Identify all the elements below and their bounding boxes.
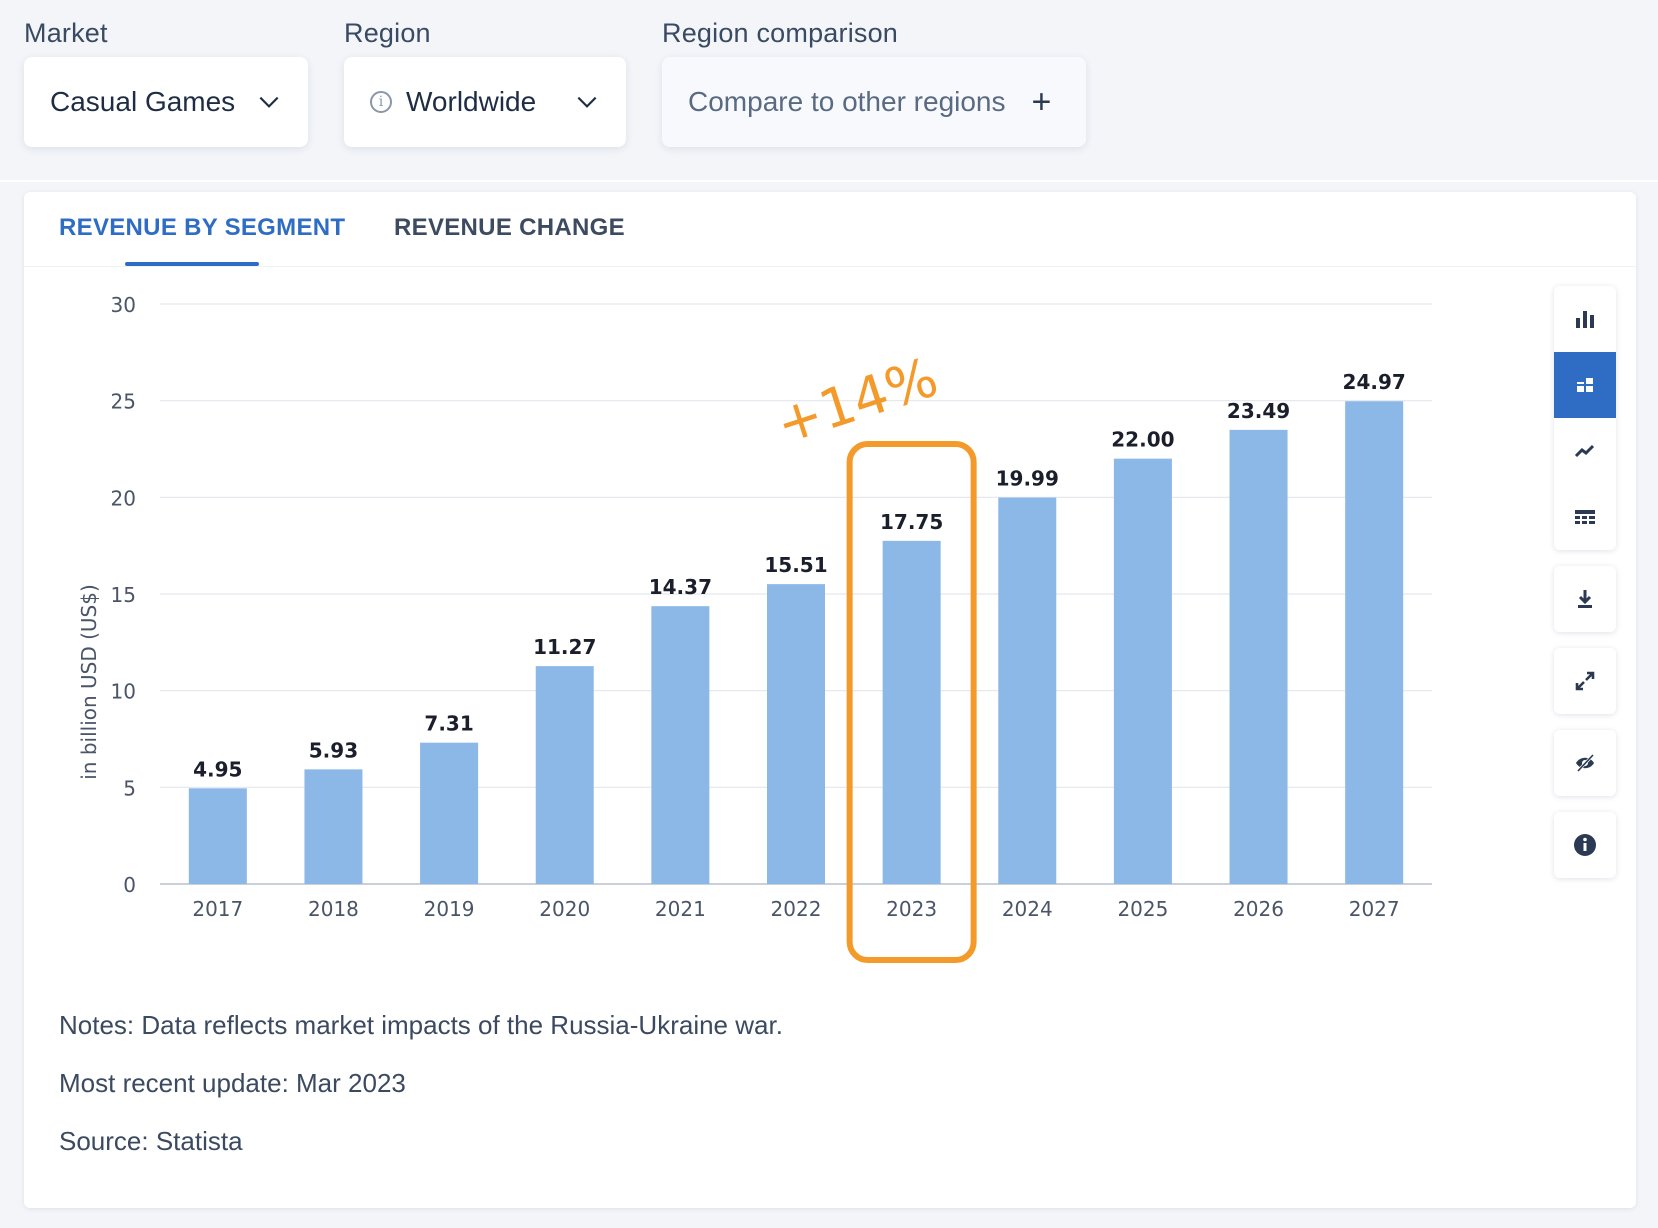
- data-label-2024: 19.99: [996, 467, 1059, 491]
- comparison-filter: Region comparison Compare to other regio…: [662, 18, 1086, 147]
- expand-group: [1554, 648, 1616, 714]
- bar-2018: [304, 769, 363, 884]
- tab-bar: REVENUE BY SEGMENT REVENUE CHANGE: [24, 192, 1636, 267]
- data-label-2022: 15.51: [764, 553, 827, 577]
- x-tick-label: 2019: [424, 897, 475, 921]
- data-label-2027: 24.97: [1343, 370, 1406, 394]
- data-label-2025: 22.00: [1111, 428, 1174, 452]
- market-dropdown[interactable]: Casual Games: [24, 57, 308, 147]
- data-label-2020: 11.27: [533, 635, 596, 659]
- market-filter: Market Casual Games: [24, 18, 308, 147]
- download-icon[interactable]: [1554, 566, 1616, 632]
- y-tick-label: 30: [111, 293, 136, 317]
- x-tick-label: 2026: [1233, 897, 1284, 921]
- highlight-box: [846, 441, 977, 963]
- active-tab-indicator: [125, 262, 259, 266]
- data-label-2021: 14.37: [649, 575, 712, 599]
- y-tick-label: 5: [123, 776, 136, 800]
- hide-group: [1554, 730, 1616, 796]
- market-label: Market: [24, 18, 108, 48]
- hide-icon[interactable]: [1554, 730, 1616, 796]
- compare-regions-button[interactable]: Compare to other regions +: [662, 57, 1086, 147]
- filter-bar: Market Casual Games Region i Worldwide R…: [0, 0, 1658, 180]
- info-group: [1554, 812, 1616, 878]
- expand-icon[interactable]: [1554, 648, 1616, 714]
- region-label: Region: [344, 18, 431, 48]
- y-axis-title: in billion USD (US$): [77, 584, 101, 780]
- bar-2019: [420, 742, 479, 884]
- divider: [0, 180, 1658, 182]
- tab-revenue-change[interactable]: REVENUE CHANGE: [394, 214, 625, 241]
- data-label-2026: 23.49: [1227, 399, 1290, 423]
- chevron-down-icon: [259, 96, 279, 108]
- data-label-2018: 5.93: [309, 738, 358, 762]
- market-value: Casual Games: [50, 86, 236, 117]
- bar-2027: [1345, 401, 1404, 884]
- comparison-label: Region comparison: [662, 18, 899, 48]
- bar-2026: [1229, 429, 1288, 884]
- x-tick-label: 2022: [771, 897, 822, 921]
- table-icon[interactable]: [1554, 484, 1616, 550]
- download-group: [1554, 566, 1616, 632]
- tab-revenue-by-segment[interactable]: REVENUE BY SEGMENT: [59, 214, 346, 241]
- info-icon[interactable]: i: [370, 91, 392, 113]
- data-label-2017: 4.95: [193, 757, 242, 781]
- chevron-down-icon: [577, 96, 597, 108]
- stacked-bar-icon[interactable]: [1554, 352, 1616, 418]
- bar-2022: [767, 584, 825, 884]
- plus-icon: +: [1031, 82, 1052, 121]
- bar-2023: [882, 540, 941, 884]
- chart-card: REVENUE BY SEGMENT REVENUE CHANGE 0 5 10 15…: [24, 192, 1636, 1208]
- chart-note: Notes: Data reflects market impacts of t…: [59, 1010, 783, 1040]
- bar-2021: [651, 606, 710, 884]
- x-tick-label: 2023: [886, 897, 937, 921]
- x-tick-label: 2024: [1002, 897, 1053, 921]
- bar-2024: [998, 497, 1057, 884]
- compare-value: Compare to other regions: [688, 86, 1006, 117]
- bar-chart-icon[interactable]: [1554, 286, 1616, 352]
- source-link[interactable]: Source: Statista: [59, 1126, 243, 1156]
- bar-2017: [188, 788, 247, 884]
- data-label-2019: 7.31: [424, 712, 473, 736]
- update-date: Most recent update: Mar 2023: [59, 1068, 406, 1098]
- y-tick-label: 0: [123, 873, 136, 897]
- x-tick-label: 2021: [655, 897, 706, 921]
- region-value: Worldwide: [406, 86, 537, 117]
- bar-2025: [1113, 458, 1172, 884]
- trend-line-icon[interactable]: [1554, 418, 1616, 484]
- growth-annotation: +14%: [769, 345, 946, 456]
- region-dropdown[interactable]: i Worldwide: [344, 57, 626, 147]
- x-tick-label: 2017: [192, 897, 243, 921]
- data-label-2023: 17.75: [880, 510, 943, 534]
- x-tick-label: 2020: [539, 897, 590, 921]
- y-tick-label: 10: [111, 680, 136, 704]
- chart-type-group: [1554, 286, 1616, 550]
- y-tick-label: 25: [111, 390, 136, 414]
- info-icon[interactable]: [1554, 812, 1616, 878]
- region-filter: Region i Worldwide: [344, 18, 626, 147]
- x-tick-label: 2025: [1117, 897, 1168, 921]
- x-tick-label: 2027: [1349, 897, 1400, 921]
- x-tick-label: 2018: [308, 897, 359, 921]
- y-tick-label: 20: [111, 486, 136, 510]
- bar-2020: [535, 666, 594, 884]
- y-tick-label: 15: [111, 583, 136, 607]
